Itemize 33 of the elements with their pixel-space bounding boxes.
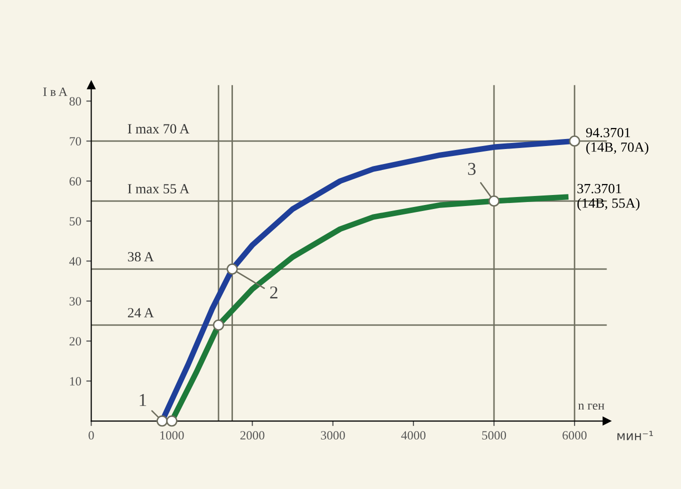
ref-line-label: 38 A bbox=[128, 252, 154, 262]
y-tick-label: 30 bbox=[70, 297, 82, 306]
series-label: 37.3701 (14В, 55А) bbox=[577, 184, 640, 211]
point bbox=[156, 415, 168, 427]
y-tick-label: 80 bbox=[70, 97, 82, 106]
ref-line-label: 24 A bbox=[128, 308, 154, 318]
point bbox=[568, 135, 580, 147]
y-tick-label: 20 bbox=[70, 337, 82, 346]
x-axis-title: n ген bbox=[578, 404, 604, 410]
ref-line-label: I max 55 A bbox=[128, 184, 190, 194]
point bbox=[212, 319, 224, 331]
point bbox=[166, 415, 178, 427]
y-tick-label: 70 bbox=[70, 137, 82, 146]
point bbox=[226, 263, 238, 275]
x-tick-label: 2000 bbox=[240, 431, 264, 440]
y-axis-title: I в A bbox=[43, 88, 68, 96]
x-tick-label: 3000 bbox=[321, 431, 345, 440]
x-tick-label: 5000 bbox=[482, 431, 506, 440]
x-tick-label: 4000 bbox=[401, 431, 426, 440]
annotation: 2 bbox=[270, 286, 278, 298]
point bbox=[488, 195, 500, 207]
text: мин⁻¹ bbox=[617, 430, 653, 440]
x-tick-label: 0 bbox=[88, 431, 94, 440]
annotation: 3 bbox=[468, 162, 476, 176]
annotation: 1 bbox=[140, 394, 146, 406]
y-tick-label: 10 bbox=[70, 377, 82, 386]
x-tick-label: 1000 bbox=[160, 431, 184, 440]
y-tick-label: 60 bbox=[70, 177, 82, 186]
y-tick-label: 50 bbox=[70, 217, 82, 226]
ref-line-label: I max 70 A bbox=[128, 124, 190, 134]
y-tick-label: 40 bbox=[69, 257, 82, 266]
x-tick-label: 6000 bbox=[562, 431, 587, 440]
series-label: 94.3701 (14В, 70А) bbox=[586, 128, 648, 155]
